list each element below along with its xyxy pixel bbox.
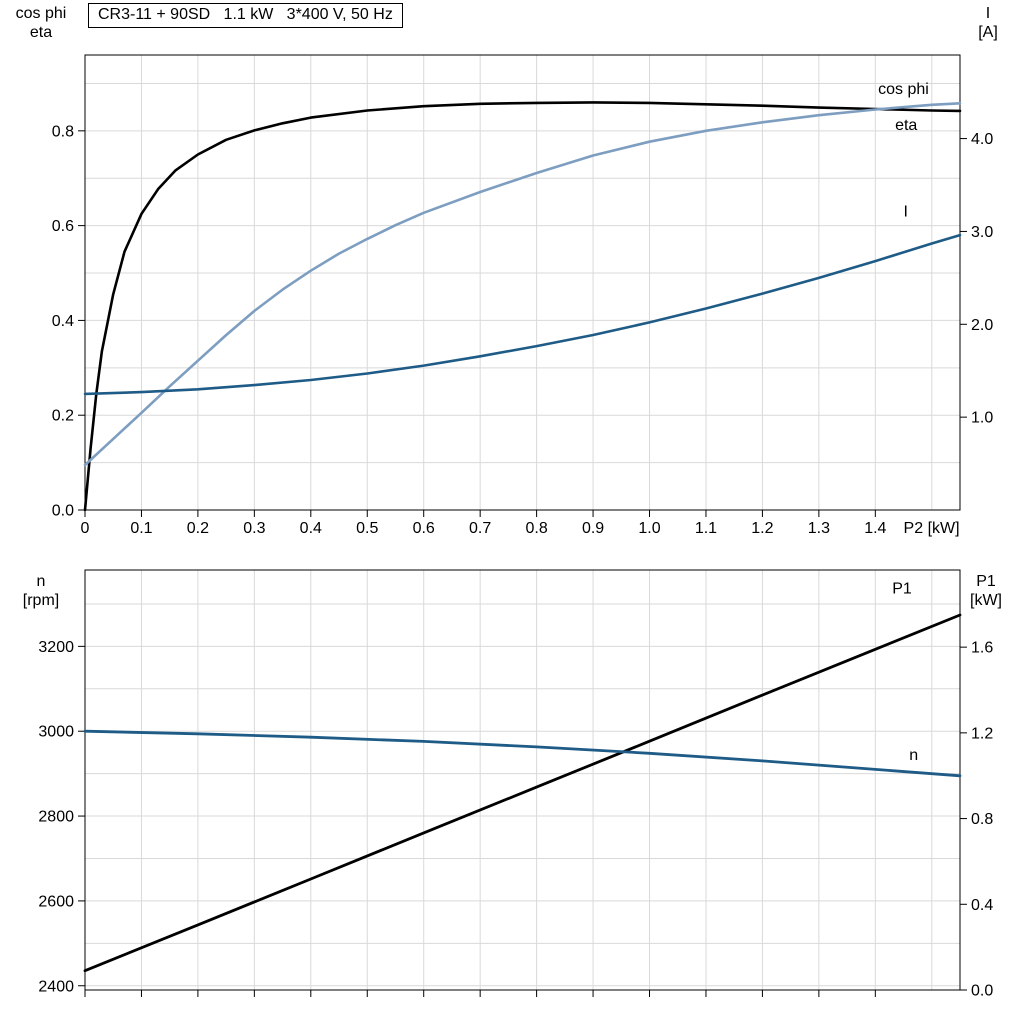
chart-1: 2400 2600 2800 3000 3200 0.0 0.4 0.8 1.2 1.6 P1 n	[38, 569, 993, 1000]
left-axis-title-line2: [rpm]	[22, 592, 60, 609]
bottom-chart-left-axis-title: n [rpm]	[2, 572, 80, 610]
right-axis-title-line1: P1	[976, 573, 996, 590]
x-axis-unit-label: P2 [kW]	[904, 520, 960, 537]
x-tick-label: 1.4	[864, 520, 886, 537]
left-tick-label: 0.2	[52, 408, 74, 425]
x-tick-label: 0.6	[413, 520, 435, 537]
right-axis-title-line2: [kW]	[970, 592, 1002, 609]
x-tick-label: 1.1	[695, 520, 717, 537]
x-tick-label: 1.0	[638, 520, 660, 537]
series-label-n: n	[909, 747, 918, 764]
right-tick-label: 1.6	[971, 640, 993, 657]
series-curve-P1	[83, 613, 962, 973]
left-tick-label: 0.4	[52, 313, 74, 330]
top-chart-right-axis-title: I [A]	[960, 4, 1016, 42]
series-curve-n	[83, 729, 962, 778]
left-tick-label: 2800	[38, 809, 74, 826]
series-label-P1: P1	[892, 581, 912, 598]
x-tick-label: 0.7	[469, 520, 491, 537]
bottom-chart-right-axis-title: P1 [kW]	[954, 572, 1018, 610]
x-tick-label: 0.3	[243, 520, 265, 537]
left-tick-label: 0.6	[52, 218, 74, 235]
plot-border	[84, 569, 961, 991]
series-label-I: I	[904, 204, 908, 221]
left-tick-label: 2600	[38, 893, 74, 910]
right-tick-label: 2.0	[971, 317, 993, 334]
chart-title-box: CR3-11 + 90SD 1.1 kW 3*400 V, 50 Hz	[88, 3, 403, 28]
series-label-cos-phi: cos phi	[878, 81, 929, 98]
right-tick-label: 3.0	[971, 224, 993, 241]
left-tick-label: 2400	[38, 978, 74, 995]
left-tick-label: 0.8	[52, 123, 74, 140]
series-curve-cos-phi	[83, 102, 962, 467]
plot-border	[84, 54, 961, 511]
x-tick-label: 0	[81, 520, 90, 537]
x-tick-label: 1.3	[808, 520, 830, 537]
x-tick-label: 0.2	[187, 520, 209, 537]
left-tick-label: 0.0	[52, 503, 74, 520]
series-curve-eta	[83, 101, 962, 512]
x-tick-label: 0.9	[582, 520, 604, 537]
x-tick-label: 0.1	[130, 520, 152, 537]
top-chart-left-axis-title: cos phi eta	[2, 4, 80, 42]
left-tick-label: 3000	[38, 724, 74, 741]
right-tick-label: 0.8	[971, 811, 993, 828]
series-label-eta: eta	[895, 117, 917, 134]
series-curve-I	[83, 233, 962, 396]
x-tick-label: 1.2	[751, 520, 773, 537]
left-axis-title-line1: n	[36, 573, 46, 590]
x-tick-label: 0.4	[300, 520, 322, 537]
right-tick-label: 1.2	[971, 725, 993, 742]
right-axis-title-line1: I	[985, 5, 991, 22]
right-tick-label: 0.0	[971, 983, 993, 1000]
left-axis-title-line2: eta	[29, 24, 53, 41]
x-tick-label: 0.5	[356, 520, 378, 537]
right-tick-label: 0.4	[971, 897, 993, 914]
left-tick-label: 3200	[38, 639, 74, 656]
x-tick-label: 0.8	[525, 520, 547, 537]
right-tick-label: 4.0	[971, 131, 993, 148]
right-axis-title-line2: [A]	[978, 24, 998, 41]
left-axis-title-line1: cos phi	[15, 5, 67, 22]
right-tick-label: 1.0	[971, 410, 993, 427]
chart-0: 0 0.1 0.2 0.3 0.4 0.5 0.6 0.7 0.8 0.9 1.0 1.1 1.2 1.3…	[52, 54, 993, 537]
